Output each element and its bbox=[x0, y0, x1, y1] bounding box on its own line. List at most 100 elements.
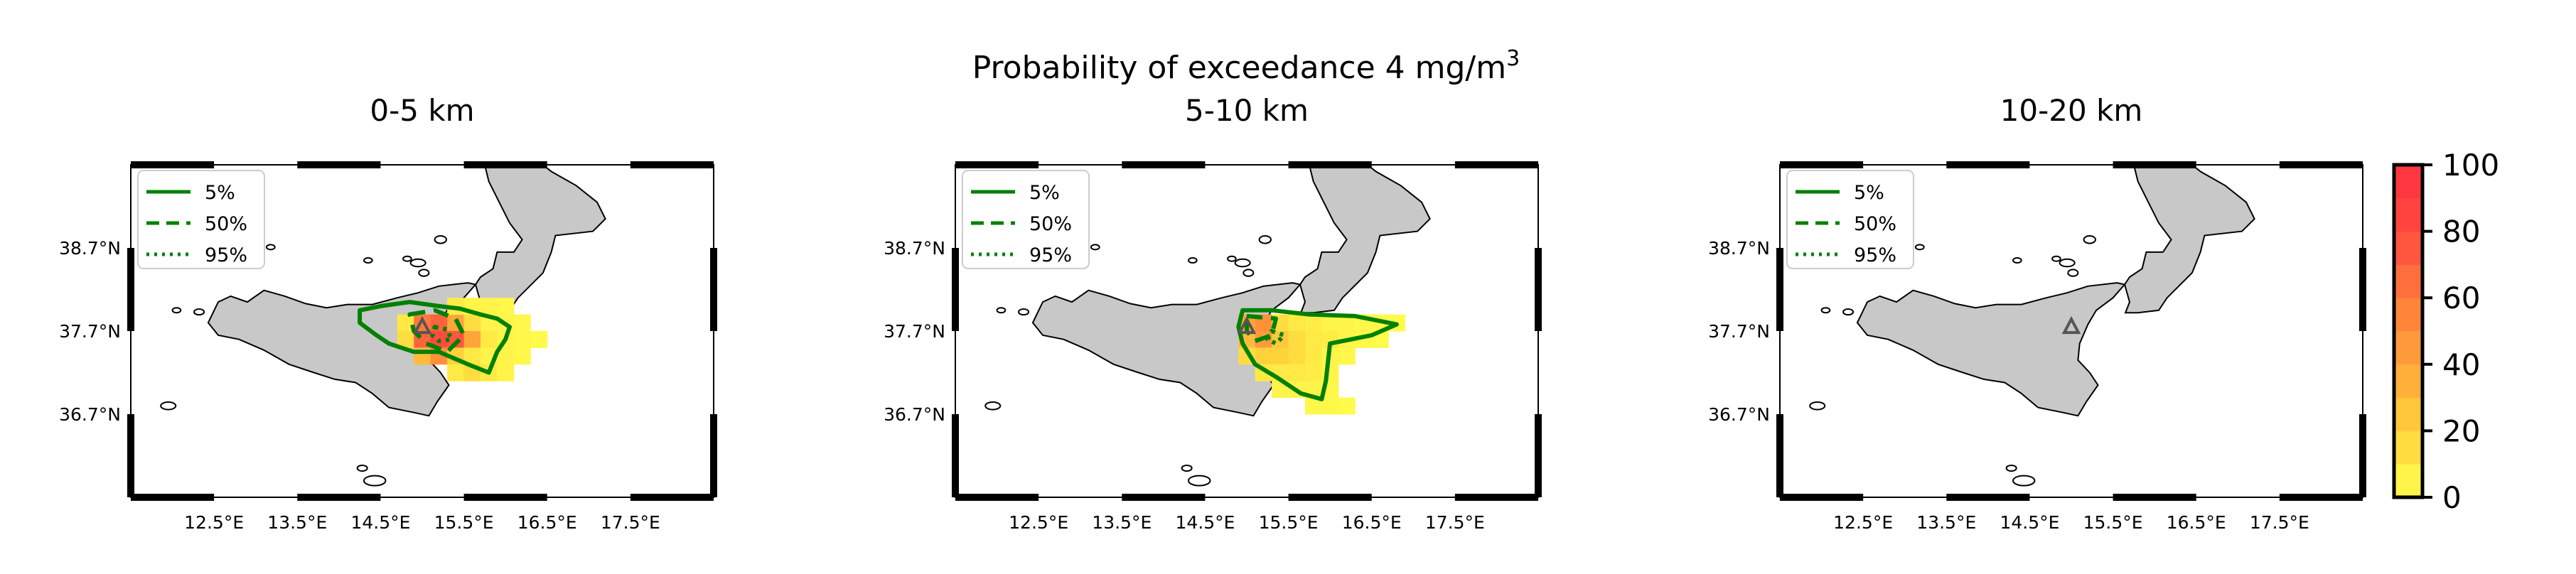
island bbox=[363, 257, 373, 264]
probability-cell bbox=[481, 331, 498, 348]
legend-label: 5% bbox=[1029, 182, 1060, 204]
island bbox=[1234, 258, 1251, 268]
colorbar: 100 80 60 40 20 0 bbox=[2392, 148, 2499, 515]
probability-cell bbox=[1288, 347, 1306, 365]
colorbar-band bbox=[2394, 430, 2422, 465]
probability-cell bbox=[1321, 314, 1339, 332]
probability-cell bbox=[1288, 364, 1306, 381]
island bbox=[2005, 464, 2017, 472]
probability-cell bbox=[1272, 347, 1289, 365]
legend-label: 95% bbox=[205, 244, 247, 266]
colorbar-tick-label: 80 bbox=[2442, 215, 2480, 249]
colorbar-band bbox=[2394, 264, 2422, 298]
legend-label: 50% bbox=[205, 213, 247, 235]
land-sicily bbox=[1856, 282, 2126, 417]
probability-cell bbox=[530, 331, 548, 348]
island bbox=[409, 258, 426, 268]
probability-cell bbox=[497, 298, 515, 315]
x-tick-label: 14.5°E bbox=[350, 512, 410, 533]
legend-label: 5% bbox=[205, 182, 235, 204]
legend: 5% 50% 95% bbox=[962, 170, 1090, 269]
probability-cell bbox=[1272, 381, 1289, 399]
probability-cell bbox=[1255, 347, 1272, 365]
x-tick-label: 12.5°E bbox=[184, 512, 244, 533]
island bbox=[434, 235, 447, 244]
probability-cell bbox=[463, 314, 481, 332]
island bbox=[1809, 401, 1826, 411]
probability-cell bbox=[1338, 397, 1356, 415]
map-panel: 0-5 km 5% 50% 95% 12.5°E 13.5°E 14.5°E 15.5°E 16… bbox=[59, 93, 717, 533]
colorbar-band bbox=[2394, 464, 2422, 498]
probability-cell bbox=[1305, 364, 1322, 381]
island bbox=[2012, 257, 2022, 264]
legend-label: 95% bbox=[1029, 244, 1072, 266]
probability-cell bbox=[497, 364, 515, 381]
probability-cell bbox=[1305, 314, 1322, 332]
island bbox=[363, 475, 387, 487]
y-tick-label: 38.7°N bbox=[59, 238, 121, 259]
land-calabria bbox=[1299, 165, 1431, 314]
map-panel: 10-20 km 5% 50% 95% 12.5°E 13.5°E 14.5°E 15.5°E… bbox=[1708, 93, 2366, 533]
probability-cell bbox=[1288, 314, 1306, 332]
island bbox=[1243, 269, 1255, 277]
x-tick-label: 16.5°E bbox=[1342, 512, 1402, 533]
map-panels: 0-5 km 5% 50% 95% 12.5°E 13.5°E 14.5°E 15.5°E 16… bbox=[59, 93, 2366, 533]
island bbox=[996, 307, 1007, 314]
contour-50-line bbox=[1245, 313, 1278, 343]
legend-box bbox=[137, 170, 265, 269]
legend-label: 50% bbox=[1854, 213, 1896, 235]
colorbar-tick-label: 40 bbox=[2442, 347, 2480, 382]
x-tick-label: 12.5°E bbox=[1009, 512, 1068, 533]
panel-title: 5-10 km bbox=[1185, 93, 1309, 128]
land-calabria bbox=[2123, 165, 2255, 314]
island bbox=[1090, 244, 1100, 251]
y-tick-label: 37.7°N bbox=[1708, 321, 1770, 342]
x-tick-label: 14.5°E bbox=[2000, 512, 2059, 533]
map-frame bbox=[127, 161, 717, 501]
probability-cell bbox=[1305, 331, 1322, 348]
y-tick-label: 38.7°N bbox=[1708, 238, 1770, 259]
legend: 5% 50% 95% bbox=[137, 170, 265, 269]
island bbox=[2083, 235, 2096, 244]
probability-cell bbox=[513, 331, 531, 348]
colorbar-band bbox=[2394, 197, 2422, 232]
x-tick-label: 15.5°E bbox=[2083, 512, 2143, 533]
x-tick-label: 17.5°E bbox=[601, 512, 660, 533]
island bbox=[2059, 258, 2076, 268]
map-area bbox=[131, 165, 714, 497]
probability-cell bbox=[1338, 314, 1356, 332]
x-tick-label: 17.5°E bbox=[2250, 512, 2309, 533]
island bbox=[1258, 235, 1272, 244]
island bbox=[2067, 269, 2079, 277]
colorbar-frame bbox=[2392, 163, 2425, 499]
island bbox=[418, 269, 430, 277]
contour-95-line bbox=[1265, 329, 1287, 346]
island bbox=[402, 255, 412, 262]
map-frame bbox=[952, 161, 1542, 501]
colorbar-band bbox=[2394, 231, 2422, 265]
probability-cell bbox=[1321, 397, 1339, 415]
colorbar-tick-label: 100 bbox=[2442, 148, 2499, 183]
probability-cell bbox=[1288, 331, 1306, 348]
map-panel: 5-10 km 5% 50% 95% 12.5°E 13.5°E 14.5°E 15.5°E 1… bbox=[884, 93, 1542, 533]
x-tick-label: 14.5°E bbox=[1175, 512, 1235, 533]
probability-cell bbox=[1338, 347, 1356, 365]
probability-cell bbox=[397, 331, 414, 348]
colorbar-band bbox=[2394, 165, 2422, 199]
island bbox=[265, 244, 276, 251]
island bbox=[1188, 475, 1211, 487]
probability-cell bbox=[481, 298, 498, 315]
legend-box bbox=[962, 170, 1090, 269]
contour-95-line bbox=[430, 325, 454, 343]
island bbox=[1188, 257, 1198, 264]
colorbar-band bbox=[2394, 298, 2422, 332]
probability-cell bbox=[397, 314, 414, 332]
island bbox=[1227, 255, 1237, 262]
island bbox=[356, 464, 368, 472]
probability-cell bbox=[463, 347, 481, 365]
probability-cell bbox=[513, 347, 531, 365]
y-tick-label: 37.7°N bbox=[59, 321, 121, 342]
probability-cell bbox=[497, 347, 515, 365]
x-tick-label: 13.5°E bbox=[267, 512, 327, 533]
island bbox=[160, 401, 177, 411]
